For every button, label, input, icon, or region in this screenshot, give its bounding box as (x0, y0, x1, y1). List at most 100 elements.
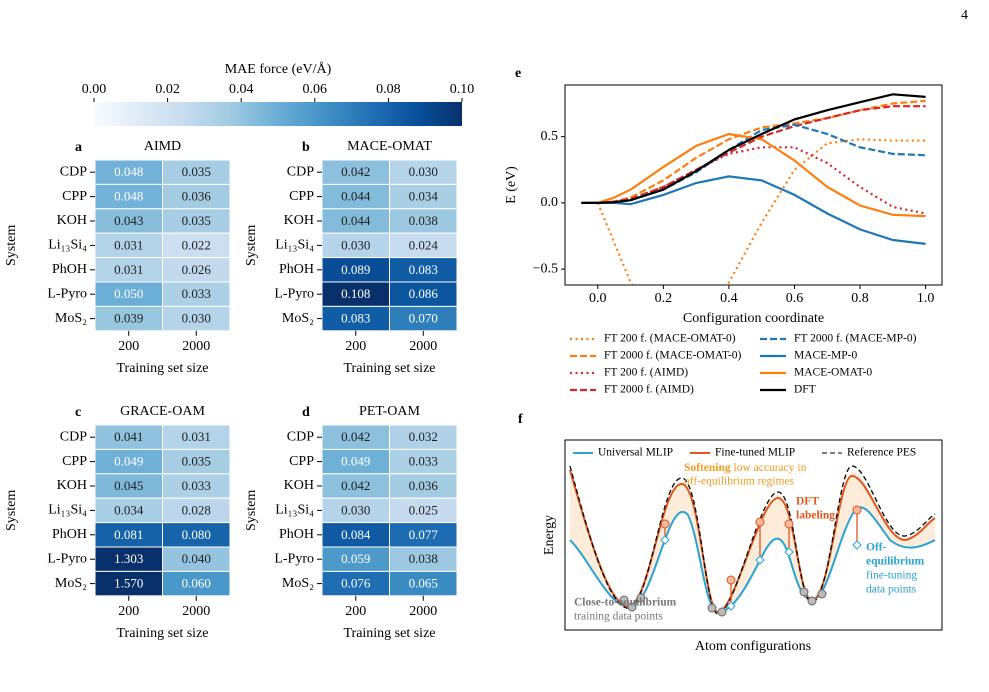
cell-label: 0.031 (114, 237, 143, 252)
cell-label: 0.080 (182, 527, 211, 542)
cell-label: 0.045 (114, 478, 143, 493)
cell-label: 1.570 (114, 576, 143, 591)
panel-label: e (515, 66, 521, 81)
cell-label: 0.033 (409, 454, 438, 469)
cell-label: 0.035 (182, 213, 211, 228)
tick-label: 0.02 (155, 82, 180, 97)
tick-label: 0.06 (303, 82, 328, 97)
legend-label: FT 200 f. (MACE-OMAT-0) (604, 333, 736, 345)
y-axis-label: System (244, 225, 259, 266)
y-tick-label: PhOH (279, 527, 314, 542)
cell-label: 0.077 (409, 527, 439, 542)
cell-label: 0.031 (182, 429, 211, 444)
y-axis-label: System (4, 225, 19, 266)
cell-label: 0.083 (341, 311, 370, 326)
x-tick-label: 200 (118, 339, 139, 354)
heatmap-title: MACE-OMAT (347, 139, 432, 154)
panel-label: b (302, 140, 310, 155)
cell-label: 0.070 (409, 311, 438, 326)
x-axis-label: Configuration coordinate (683, 311, 824, 326)
tick-label: 0.10 (450, 82, 475, 97)
x-tick-label: 0.8 (851, 291, 869, 306)
heatmap-cell (389, 570, 458, 597)
heatmap-cell (389, 473, 458, 499)
cell-label: 0.033 (182, 478, 211, 493)
x-tick-label: 200 (118, 604, 139, 619)
y-tick-label: Li₁₃Si₄ (48, 503, 87, 518)
y-tick-label: PhOH (52, 262, 87, 277)
y-tick-label: KOH (284, 213, 314, 228)
heatmap-cell (162, 232, 231, 259)
x-tick-label: 2000 (182, 604, 210, 619)
heatmap-cell (389, 281, 458, 307)
cell-label: 0.083 (409, 262, 438, 277)
heatmap-title: GRACE-OAM (120, 404, 205, 419)
y-tick-label: CPP (62, 189, 87, 204)
schematic: f Universal MLIP Fine-tuned MLIP Referen… (518, 412, 943, 654)
x-tick-label: 0.4 (720, 291, 738, 306)
y-tick-label: Li₁₃Si₄ (275, 503, 314, 518)
tick-label: 0.00 (82, 82, 107, 97)
x-tick-label: 0.2 (655, 291, 673, 306)
heatmap-cell (389, 305, 458, 332)
cell-label: 0.048 (114, 164, 143, 179)
cell-label: 0.030 (341, 502, 370, 517)
x-tick-label: 200 (345, 604, 366, 619)
cell-label: 0.043 (114, 213, 143, 228)
cell-label: 0.065 (409, 576, 438, 591)
y-tick-label: MoS₂ (55, 576, 87, 591)
y-tick-label: PhOH (52, 527, 87, 542)
cell-label: 0.059 (341, 551, 370, 566)
x-axis-label: Atom configurations (695, 639, 811, 654)
cell-label: 0.042 (341, 164, 370, 179)
heatmap-cell (162, 424, 231, 450)
legend-label: Reference PES (847, 447, 916, 459)
heatmap-cell (162, 473, 231, 499)
x-tick-label: 0.0 (589, 291, 607, 306)
panel-label: c (75, 405, 81, 420)
cell-label: 0.044 (341, 213, 371, 228)
heatmap-cell (162, 305, 231, 332)
cell-label: 0.036 (409, 478, 439, 493)
heatmap-cell (162, 448, 231, 475)
y-tick-label: 0.0 (541, 195, 559, 210)
annotation: DFT (796, 496, 819, 508)
x-tick-label: 2000 (182, 339, 210, 354)
fine-tune-labels (660, 505, 862, 585)
line-series (581, 93, 926, 204)
heatmap-cell (389, 497, 458, 524)
annotation-strong: Softening (684, 462, 731, 474)
cell-label: 0.022 (182, 237, 211, 252)
cell-label: 0.032 (409, 429, 438, 444)
cell-label: 0.041 (114, 429, 143, 444)
annotation: fine-tuning (866, 570, 917, 582)
y-tick-label: L-Pyro (47, 551, 87, 566)
heatmap-cell (389, 522, 458, 548)
cell-label: 0.049 (341, 454, 370, 469)
annotation: equilibrium (866, 556, 925, 568)
y-tick-label: CDP (60, 429, 87, 444)
heatmap-cell (162, 570, 231, 597)
legend-label: DFT (794, 384, 816, 396)
y-tick-label: CPP (289, 454, 314, 469)
legend-label: Universal MLIP (598, 447, 673, 459)
heatmap-cell (321, 232, 390, 259)
cell-label: 0.026 (182, 262, 212, 277)
y-tick-label: MoS₂ (282, 576, 314, 591)
cell-label: 0.038 (409, 213, 438, 228)
legend-label: MACE-MP-0 (794, 350, 858, 362)
cell-label: 0.024 (409, 237, 439, 252)
y-tick-label: Li₁₃Si₄ (48, 238, 87, 253)
panel-label: a (75, 140, 82, 155)
legend-label: FT 2000 f. (MACE-OMAT-0) (604, 350, 742, 362)
cell-label: 0.028 (182, 502, 211, 517)
off-eq-points (660, 535, 862, 611)
y-axis-label: E (eV) (504, 166, 519, 204)
colorbar-label: MAE force (eV/Å) (225, 61, 332, 77)
y-tick-label: 0.5 (541, 129, 559, 144)
cell-label: 0.030 (341, 237, 370, 252)
cell-label: 0.038 (409, 551, 438, 566)
cell-label: 0.034 (114, 502, 144, 517)
cell-label: 0.042 (341, 429, 370, 444)
cell-label: 0.033 (182, 286, 211, 301)
